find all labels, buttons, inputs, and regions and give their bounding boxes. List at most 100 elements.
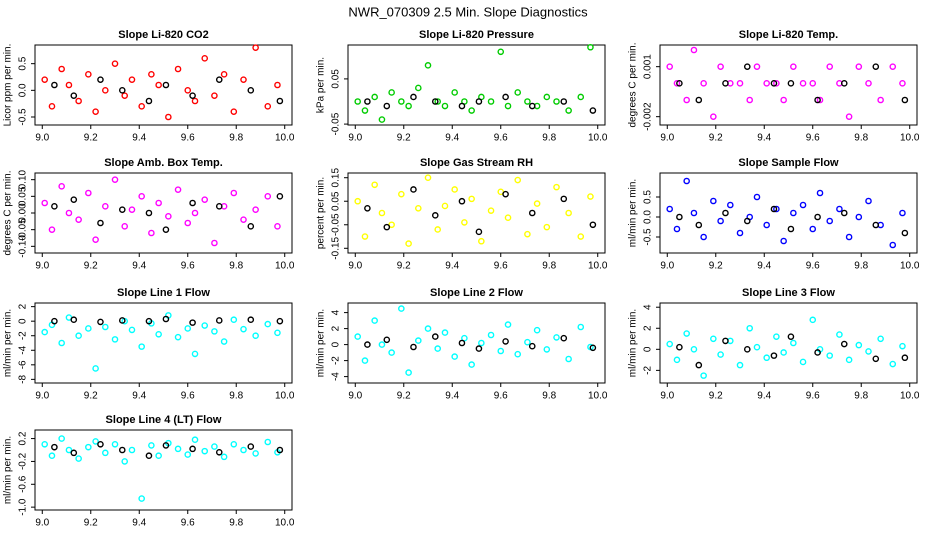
point <box>51 317 58 325</box>
x-tick-label: 9.4 <box>757 261 771 272</box>
point <box>746 96 754 104</box>
point <box>441 102 449 110</box>
y-tick-label: -2 <box>18 331 29 340</box>
point <box>475 98 483 105</box>
point <box>589 107 597 114</box>
point <box>717 351 724 358</box>
point <box>102 449 109 457</box>
point <box>65 446 73 454</box>
point <box>836 205 843 213</box>
point <box>763 80 770 87</box>
point <box>565 107 572 114</box>
y-tick-label: 4 <box>331 309 342 315</box>
point <box>743 217 751 225</box>
point <box>877 335 884 343</box>
point <box>889 63 897 70</box>
y-tick-label: -0.2 <box>18 452 29 470</box>
point <box>85 325 92 332</box>
point <box>58 183 65 190</box>
point <box>666 205 673 213</box>
point <box>695 96 703 104</box>
point <box>211 239 218 247</box>
point <box>364 341 371 348</box>
x-tick-label: 9.8 <box>542 391 556 402</box>
panel-title: Slope Line 3 Flow <box>742 287 835 299</box>
x-tick-label: 9.2 <box>84 391 98 402</box>
point <box>826 63 834 70</box>
point <box>138 193 145 200</box>
point <box>252 450 259 457</box>
y-tick-label: 0 <box>331 341 342 347</box>
point <box>230 189 238 197</box>
point <box>877 96 884 104</box>
point <box>97 76 104 83</box>
y-axis-label: percent per min. <box>316 177 327 249</box>
point <box>364 204 371 212</box>
x-tick-label: 9.4 <box>445 391 459 402</box>
point <box>92 438 99 445</box>
point <box>215 76 223 83</box>
point <box>264 193 272 200</box>
point <box>577 323 585 331</box>
y-tick-label: 0.05 <box>18 186 29 206</box>
y-tick-label: -0.5 <box>643 228 654 246</box>
point <box>41 199 48 207</box>
point <box>48 103 56 110</box>
point <box>184 219 192 227</box>
point <box>48 452 56 460</box>
y-tick-label: 0.10 <box>18 169 29 189</box>
point <box>845 356 853 364</box>
panel-title: Slope Sample Flow <box>738 157 839 169</box>
x-tick-label: 9.4 <box>132 261 146 272</box>
point <box>889 241 897 249</box>
point <box>553 334 560 341</box>
point <box>901 96 909 104</box>
point <box>434 345 442 352</box>
point <box>722 337 729 345</box>
point <box>468 195 475 203</box>
point <box>189 445 196 453</box>
x-tick-label: 9.0 <box>35 261 49 272</box>
point <box>388 89 395 96</box>
x-tick-label: 10.0 <box>900 261 920 272</box>
point <box>118 446 126 454</box>
point <box>458 339 466 347</box>
point <box>118 206 126 213</box>
point <box>690 346 698 353</box>
point <box>211 92 218 99</box>
point <box>497 347 505 355</box>
plot-frame <box>347 44 606 126</box>
point <box>431 98 439 105</box>
y-tick-label: -1.0 <box>18 498 29 516</box>
point <box>138 343 145 350</box>
point <box>405 240 412 247</box>
point <box>865 80 872 87</box>
panel-title: Slope Line 2 Flow <box>430 287 523 299</box>
point <box>441 202 449 210</box>
point <box>102 87 109 94</box>
x-tick-label: 10.0 <box>900 391 920 402</box>
point <box>264 438 272 446</box>
point <box>211 443 218 450</box>
x-tick-label: 10.0 <box>588 261 608 272</box>
point <box>451 353 458 360</box>
point <box>398 98 405 105</box>
x-tick-label: 9.0 <box>660 261 674 272</box>
y-tick-label: -0.05 <box>331 112 342 135</box>
point <box>565 209 572 217</box>
point <box>220 71 228 78</box>
point <box>763 221 770 229</box>
point <box>845 113 853 120</box>
x-tick-label: 9.8 <box>229 518 243 529</box>
point <box>560 195 568 203</box>
point <box>215 203 223 210</box>
x-tick-label: 9.2 <box>397 133 411 144</box>
point <box>415 84 422 92</box>
point <box>189 92 196 99</box>
point <box>431 333 439 340</box>
point <box>121 458 129 465</box>
plot-frame <box>659 44 918 126</box>
point <box>753 343 761 351</box>
point <box>41 328 48 336</box>
